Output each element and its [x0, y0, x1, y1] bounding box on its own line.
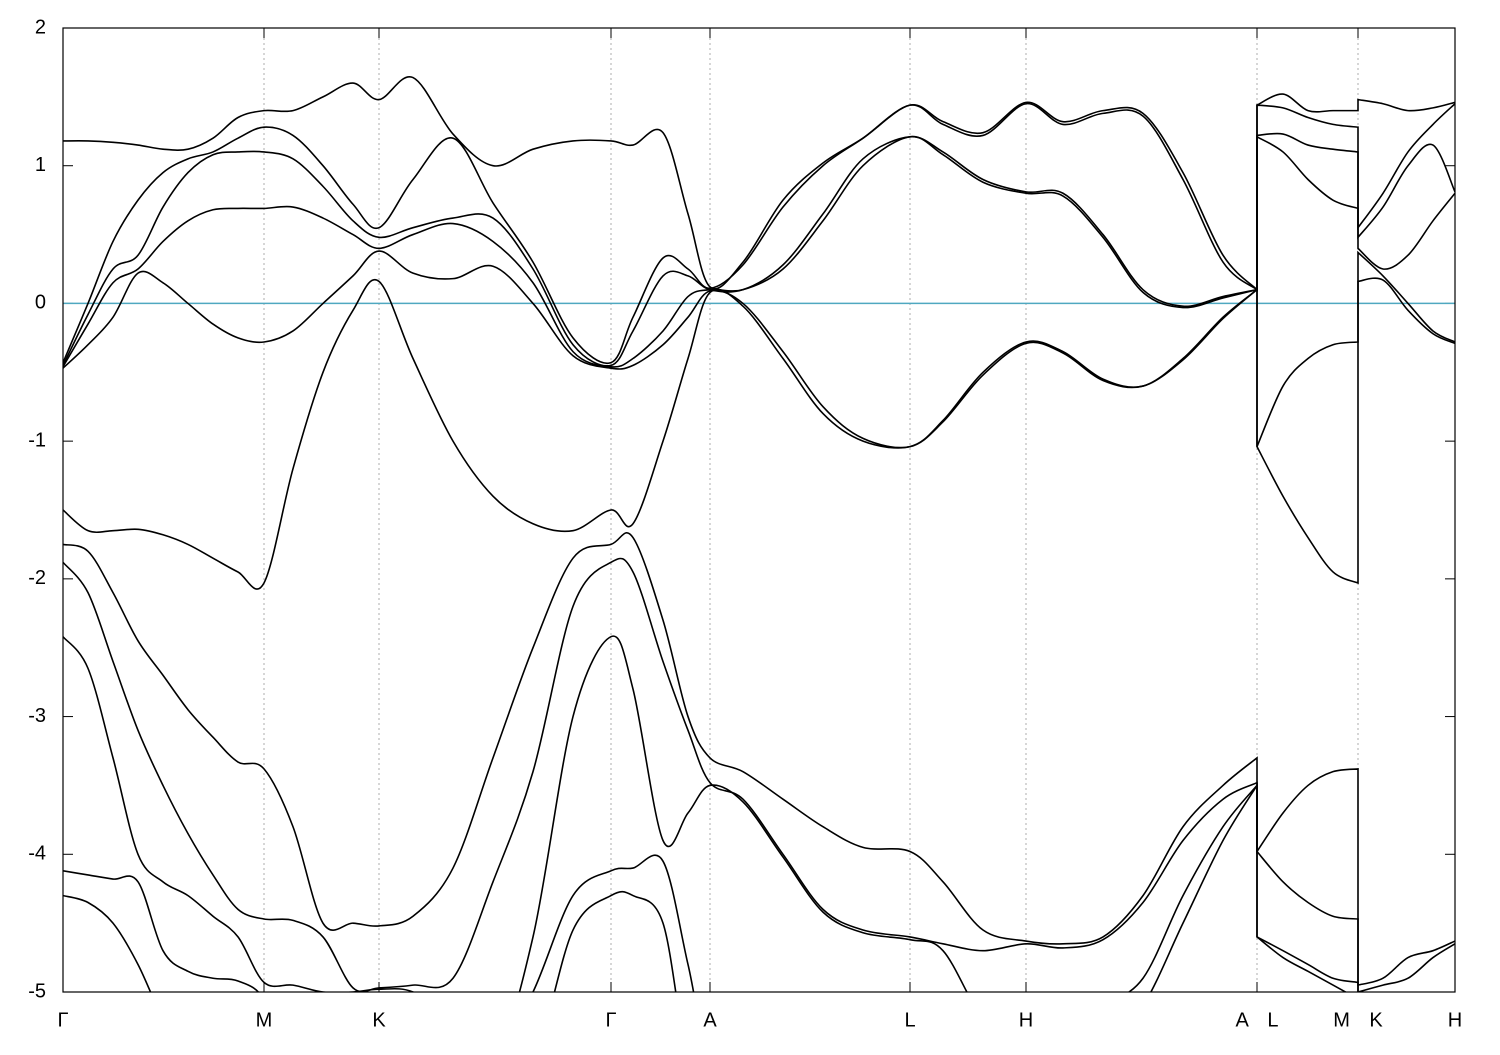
x-tick-label: K	[372, 1009, 386, 1031]
y-tick-label: 0	[35, 292, 46, 314]
y-tick-label: -1	[28, 429, 46, 451]
band-line	[63, 532, 1455, 987]
band-line	[63, 102, 1455, 365]
x-tick-label: M	[256, 1009, 273, 1031]
y-tick-label: -3	[28, 705, 46, 727]
x-tick-label: H	[1448, 1009, 1462, 1031]
x-tick-label: Γ	[605, 1009, 616, 1031]
bands	[63, 76, 1455, 992]
band-line	[63, 277, 1455, 590]
plot-frame	[62, 27, 1456, 993]
y-tick-label: -2	[28, 567, 46, 589]
x-tick-label: A L	[1236, 1009, 1279, 1031]
band-line	[63, 782, 1348, 992]
band-line	[63, 635, 1359, 992]
x-tick-label: L	[904, 1009, 915, 1031]
band-line	[63, 135, 1455, 368]
grid	[62, 27, 1456, 993]
band-line	[63, 132, 1455, 367]
x-tick-label: M K	[1333, 1009, 1383, 1031]
band-line	[63, 557, 1455, 992]
band-line	[63, 76, 1455, 292]
y-tick-label: -4	[28, 843, 46, 865]
x-tick-label: A	[703, 1009, 717, 1031]
x-tick-label: Γ	[57, 1009, 68, 1031]
tick-labels: -5 -4 -3 -2 -1 0 1 2 Γ M K Γ A L H A L M K H	[28, 16, 1462, 1031]
y-tick-label: 2	[35, 16, 46, 38]
y-tick-label: -5	[28, 980, 46, 1002]
y-tick-label: 1	[35, 154, 46, 176]
x-tick-label: H	[1019, 1009, 1033, 1031]
